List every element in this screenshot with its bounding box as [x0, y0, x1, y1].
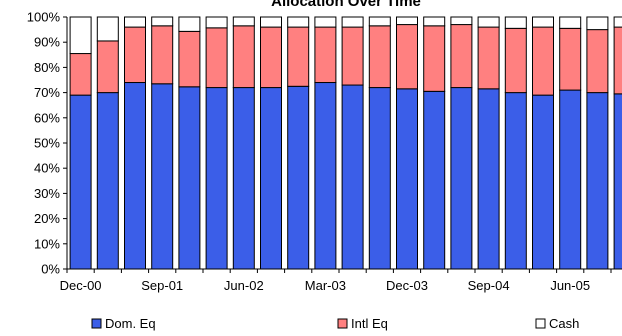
bar-segment-cash [314, 16, 337, 28]
y-tick-label: 0% [41, 262, 60, 277]
x-tick-label: Jun-02 [224, 278, 264, 293]
y-tick-label: 60% [34, 110, 60, 125]
bars-layer [69, 16, 622, 270]
bar-segment-cash [205, 16, 228, 29]
bar-segment-cash [178, 16, 201, 32]
y-tick-label: 40% [34, 161, 60, 176]
bar-segment-intl-eq [178, 30, 201, 88]
y-tick-label: 70% [34, 85, 60, 100]
bar-segment-cash [260, 16, 282, 28]
bar-segment-intl-eq [504, 27, 527, 94]
bar-segment-intl-eq [260, 26, 282, 89]
legend-label: Dom. Eq [105, 316, 156, 331]
legend-swatch [535, 318, 546, 329]
bar-segment-intl-eq [151, 25, 174, 85]
y-tick-label: 20% [34, 211, 60, 226]
bar-segment-dom-eq [396, 88, 418, 270]
bar-segment-cash [368, 16, 391, 27]
bar-segment-dom-eq [151, 83, 174, 270]
x-tick-label: Dec-03 [386, 278, 428, 293]
bar-segment-cash [559, 16, 582, 29]
bar-segment-dom-eq [314, 82, 337, 270]
y-tick-label: 80% [34, 60, 60, 75]
bar-segment-dom-eq [477, 88, 500, 270]
bar-segment-dom-eq [423, 90, 446, 270]
bar-segment-cash [151, 16, 174, 27]
bar-segment-intl-eq [341, 26, 364, 86]
bar-segment-intl-eq [69, 53, 92, 96]
bar-segment-dom-eq [260, 87, 282, 270]
bar-segment-cash [532, 16, 554, 28]
bar-segment-intl-eq [232, 25, 255, 89]
bar-segment-intl-eq [477, 26, 500, 90]
legend: Dom. Eq Intl Eq Cash [91, 316, 579, 331]
bar-segment-dom-eq [504, 92, 527, 270]
bar-segment-dom-eq [450, 87, 473, 270]
bar-segment-dom-eq [532, 94, 554, 270]
bar-segment-cash [450, 16, 473, 26]
bar-segment-dom-eq [69, 94, 92, 270]
legend-label: Cash [549, 316, 579, 331]
bar-segment-intl-eq [96, 40, 119, 94]
bar-segment-cash [586, 16, 609, 31]
bar-segment-dom-eq [287, 85, 310, 270]
bar-segment-intl-eq [532, 26, 554, 96]
y-tick-label: 10% [34, 236, 60, 251]
x-tick-label: Dec-00 [60, 278, 102, 293]
bar-segment-intl-eq [368, 25, 391, 89]
bar-segment-intl-eq [124, 26, 146, 84]
bar-segment-intl-eq [613, 26, 622, 95]
bar-segment-intl-eq [314, 26, 337, 84]
bar-segment-dom-eq [205, 87, 228, 270]
legend-swatch [91, 318, 102, 329]
bar-segment-intl-eq [450, 24, 473, 89]
bar-segment-cash [396, 16, 418, 26]
y-tick-label: 50% [34, 136, 60, 151]
bar-segment-dom-eq [368, 87, 391, 270]
bar-segment-intl-eq [287, 26, 310, 87]
bar-segment-cash [124, 16, 146, 28]
bar-segment-dom-eq [178, 86, 201, 270]
bar-segment-intl-eq [396, 24, 418, 90]
legend-swatch [337, 318, 348, 329]
bar-segment-dom-eq [559, 89, 582, 270]
legend-label: Intl Eq [351, 316, 388, 331]
bar-segment-intl-eq [205, 27, 228, 89]
bar-segment-cash [477, 16, 500, 28]
y-tick-label: 30% [34, 186, 60, 201]
x-tick-label: Sep-01 [141, 278, 183, 293]
x-tick-label: Jun-05 [550, 278, 590, 293]
bar-segment-cash [504, 16, 527, 29]
bar-segment-dom-eq [613, 93, 622, 270]
bar-segment-intl-eq [559, 27, 582, 91]
bar-segment-dom-eq [96, 92, 119, 270]
bar-segment-dom-eq [586, 92, 609, 270]
bar-segment-intl-eq [586, 29, 609, 94]
bar-segment-cash [613, 16, 622, 28]
y-tick-label: 90% [34, 35, 60, 50]
bar-segment-dom-eq [232, 87, 255, 270]
bar-segment-dom-eq [124, 82, 146, 270]
bar-segment-cash [232, 16, 255, 27]
bar-segment-cash [96, 16, 119, 42]
bar-segment-cash [69, 16, 92, 55]
bar-segment-cash [423, 16, 446, 27]
bar-segment-cash [341, 16, 364, 28]
axes-layer: 0% 10% 20% 30% 40% 50% 60% 70% 80% 90% 100% Dec-00 S… [27, 10, 622, 293]
x-tick-label: Mar-03 [305, 278, 346, 293]
bar-segment-dom-eq [341, 84, 364, 270]
bar-segment-cash [287, 16, 310, 28]
chart-title: Allocation Over Time [271, 0, 421, 10]
bar-segment-intl-eq [423, 25, 446, 92]
y-tick-label: 100% [27, 10, 61, 25]
x-tick-label: Sep-04 [468, 278, 510, 293]
